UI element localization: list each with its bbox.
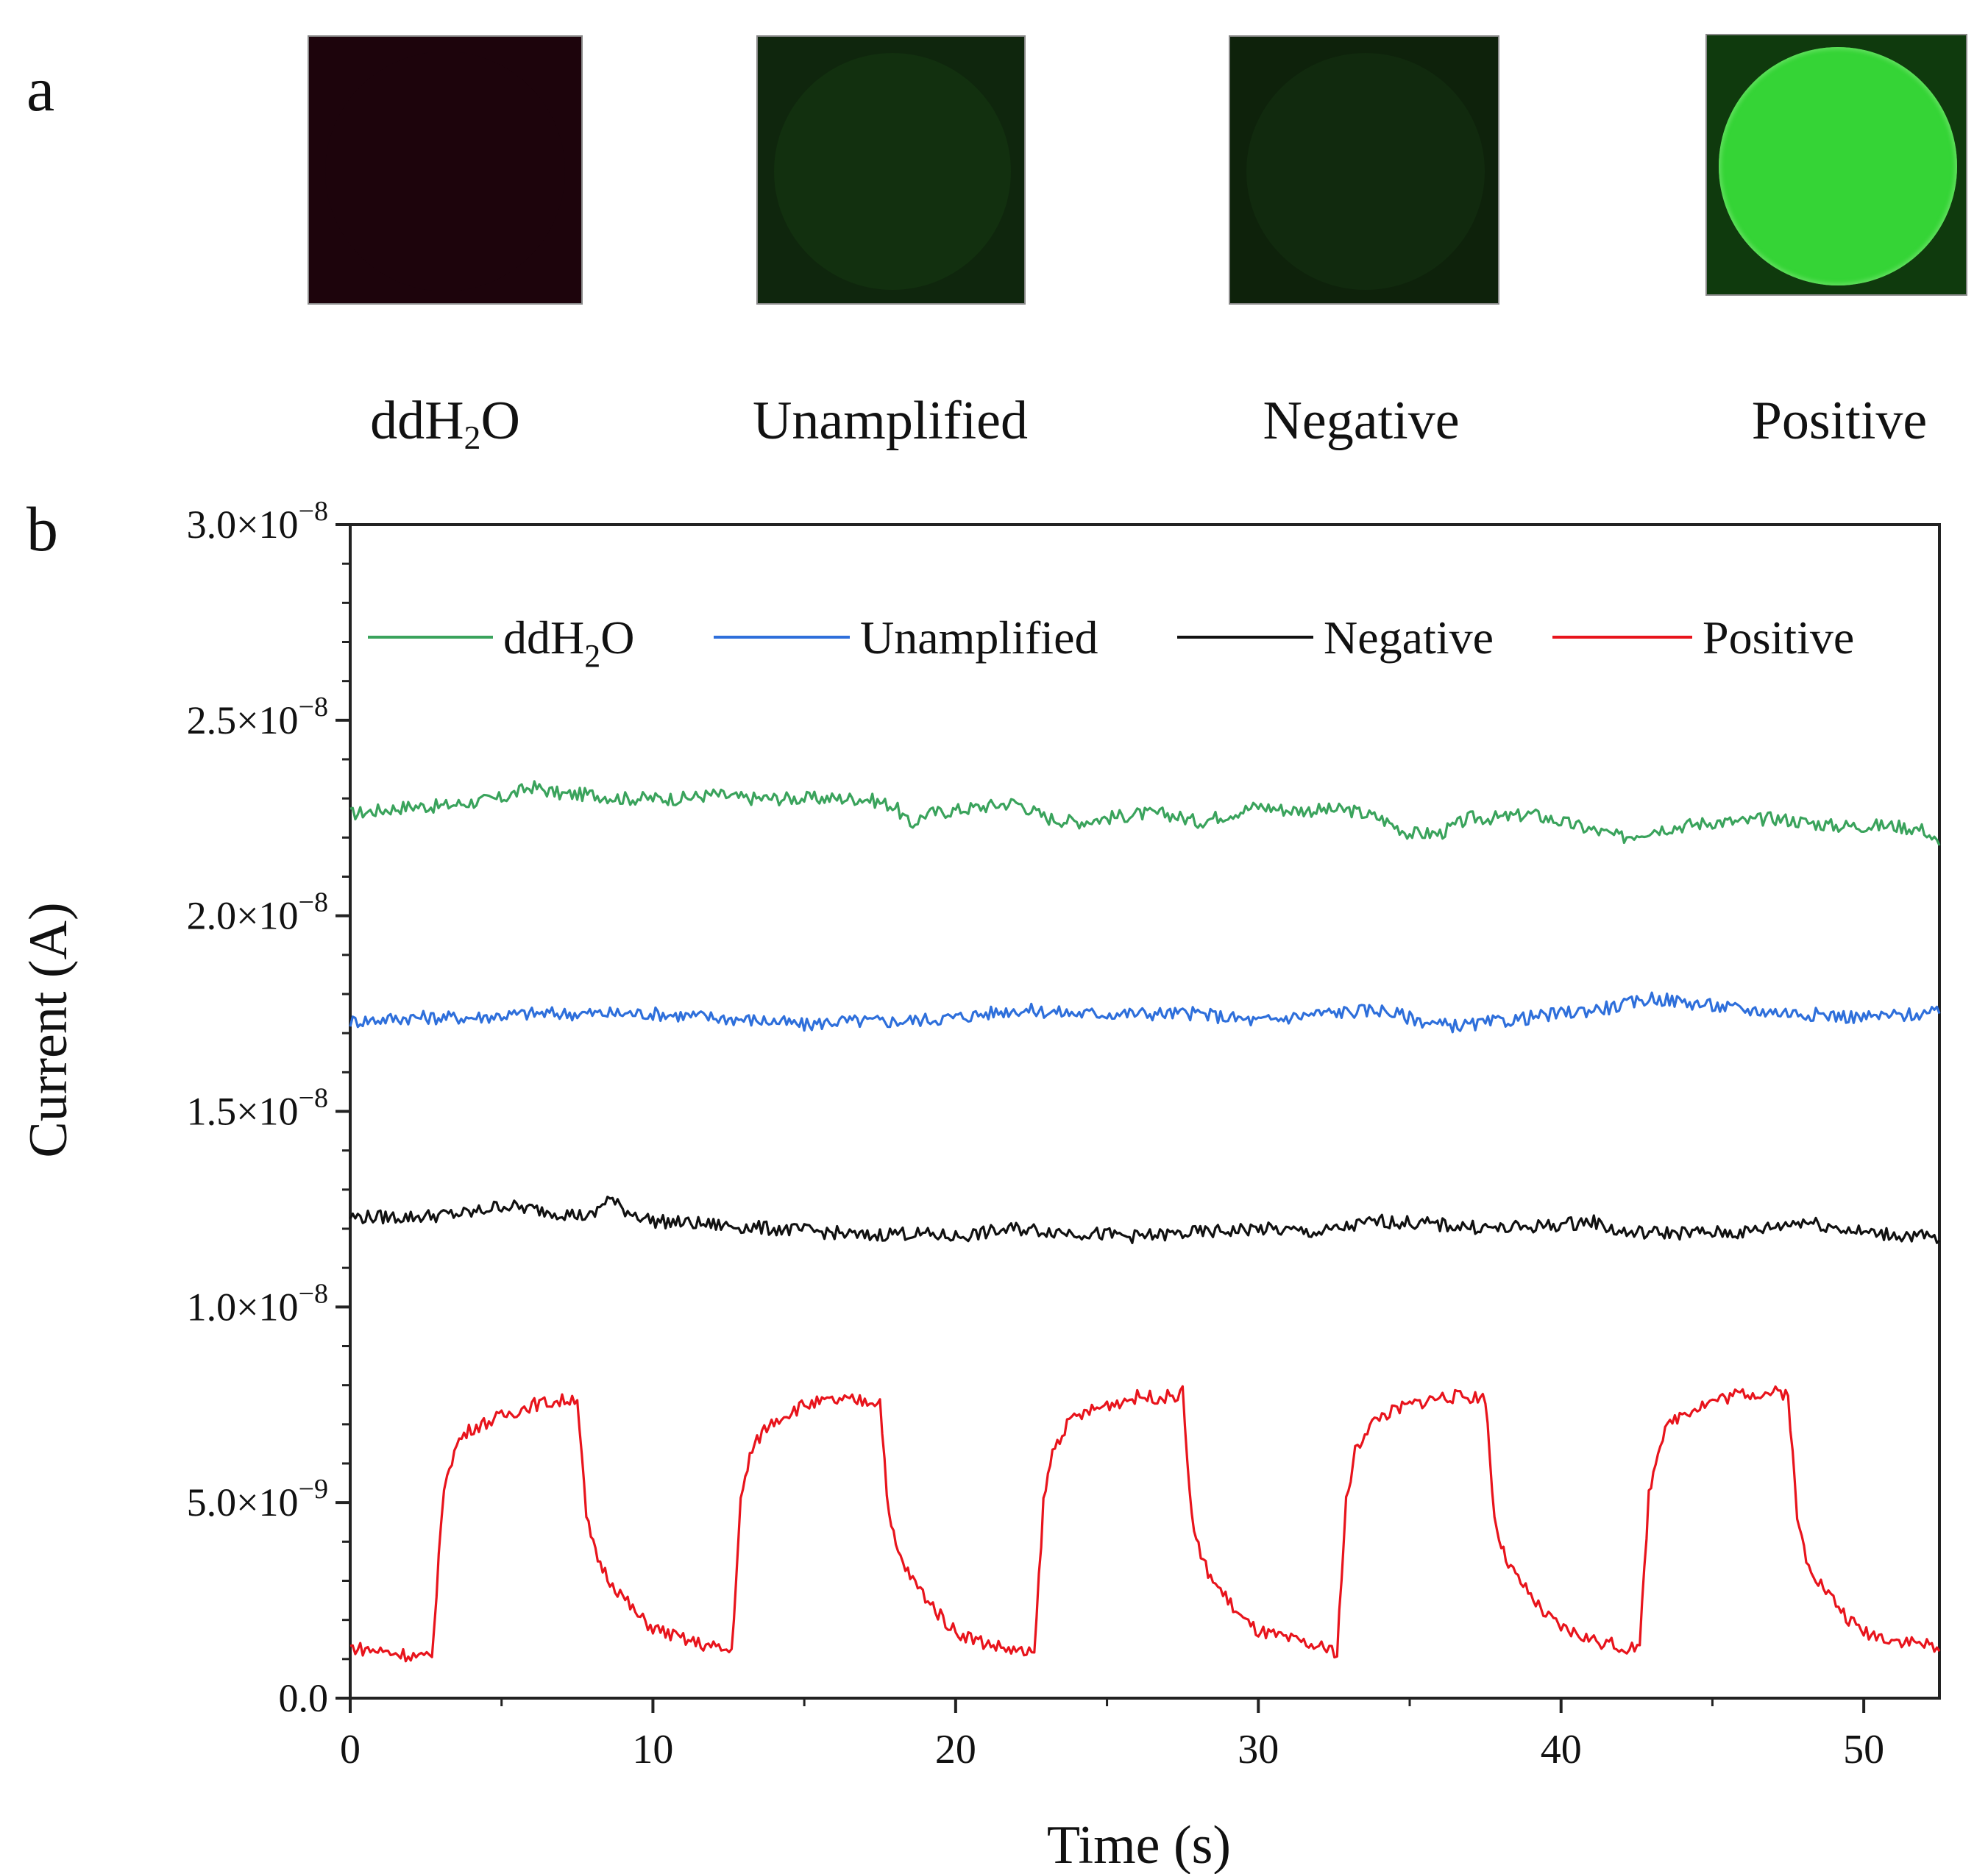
- series-line-ddh: [349, 780, 1941, 846]
- label-positive: Positive: [1751, 391, 1928, 451]
- x-tick-label: 0: [340, 1727, 361, 1772]
- y-tick-label: 2.0×10−8: [187, 887, 328, 938]
- label-unamplified: Unamplified: [752, 391, 1028, 451]
- series-line-unamplified: [349, 991, 1941, 1034]
- x-tick-label: 30: [1238, 1727, 1279, 1772]
- label-ddh2o: ddH2O: [370, 391, 520, 456]
- legend-label-negative: Negative: [1324, 611, 1494, 664]
- y-tick-label: 2.5×10−8: [187, 692, 328, 742]
- x-tick-label: 50: [1843, 1727, 1884, 1772]
- legend-label-positive: Positive: [1703, 611, 1854, 664]
- label-negative: Negative: [1263, 391, 1460, 451]
- panel-b-letter: b: [26, 494, 58, 564]
- well-disc: [1719, 47, 1957, 285]
- legend-label-unamplified: Unamplified: [860, 611, 1098, 664]
- y-tick-label: 3.0×10−8: [187, 496, 328, 547]
- x-tick-label: 40: [1541, 1727, 1582, 1772]
- x-tick-label: 20: [935, 1727, 976, 1772]
- y-tick-label: 1.5×10−8: [187, 1083, 328, 1134]
- series-line-positive: [349, 1385, 1941, 1663]
- x-tick-label: 10: [632, 1727, 673, 1772]
- photo-positive: [1705, 34, 1967, 296]
- series-line-negative: [349, 1195, 1941, 1245]
- photo-unamplified: [756, 35, 1026, 305]
- photo-negative: [1229, 35, 1499, 305]
- y-tick-label: 1.0×10−8: [187, 1278, 328, 1329]
- photo-ddh2o: [308, 35, 583, 305]
- legend-label-ddh: ddH2O: [503, 611, 634, 674]
- x-axis-label: Time (s): [1047, 1815, 1231, 1874]
- panel-a-letter: a: [26, 54, 55, 124]
- y-tick-label: 0.0: [279, 1676, 329, 1720]
- well-disc: [1246, 53, 1485, 290]
- well-disc: [774, 53, 1011, 290]
- y-tick-label: 5.0×10−9: [187, 1474, 328, 1525]
- y-axis-label: Current (A): [18, 902, 79, 1157]
- well-disc: [325, 52, 565, 291]
